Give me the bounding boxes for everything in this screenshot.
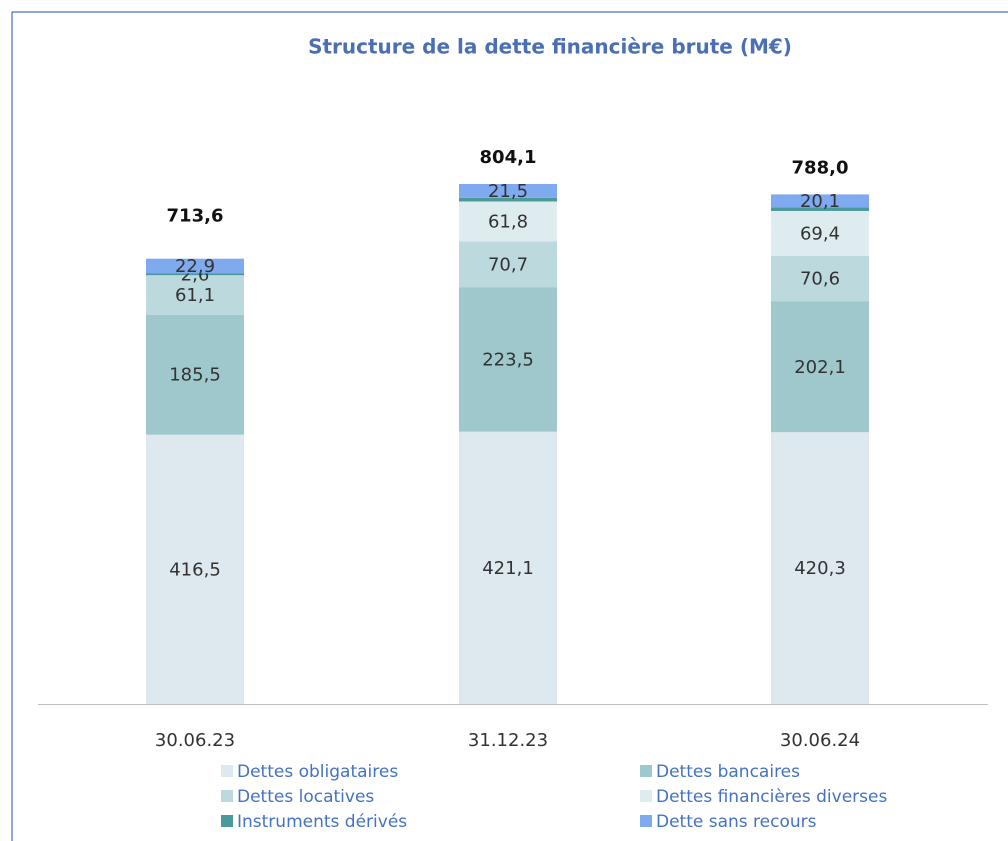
bar-segment [146, 258, 244, 274]
legend-label: Dette sans recours [656, 812, 817, 832]
bar-segment [771, 194, 869, 208]
bar-segment [771, 255, 869, 302]
legend-label: Dettes bancaires [656, 762, 800, 782]
bar-segment [771, 207, 869, 211]
data-label: 420,3 [794, 558, 846, 579]
bar-segment [459, 201, 557, 242]
data-label: 61,1 [175, 285, 215, 306]
x-tick-label: 31.12.23 [468, 730, 548, 751]
bar-segment [146, 273, 244, 276]
legend-swatch [221, 765, 233, 777]
legend-swatch [640, 790, 652, 802]
bar-segment [459, 241, 557, 288]
data-label: 21,5 [488, 181, 528, 202]
bar-segment [771, 301, 869, 433]
bar-segment [459, 197, 557, 202]
legend-swatch [640, 765, 652, 777]
data-label: 61,8 [488, 211, 528, 232]
data-label: 69,4 [800, 223, 840, 244]
data-label: 22,9 [175, 256, 215, 277]
chart-title: Structure de la dette financière brute (… [308, 35, 792, 59]
bar-segment [146, 314, 244, 435]
bar-segment [459, 287, 557, 432]
legend-label: Dettes obligataires [237, 762, 398, 782]
data-label: 70,7 [488, 254, 528, 275]
bar-segment [771, 210, 869, 256]
total-label: 788,0 [792, 157, 849, 178]
bar-segment [459, 184, 557, 198]
legend-swatch [221, 790, 233, 802]
data-label: 70,6 [800, 269, 840, 290]
legend-label: Dettes financières diverses [656, 787, 887, 807]
legend-swatch [221, 815, 233, 827]
total-label: 713,6 [167, 206, 224, 227]
legend-label: Instruments dérivés [237, 812, 407, 832]
legend-label: Dettes locatives [237, 787, 374, 807]
total-label: 804,1 [480, 147, 537, 168]
x-tick-label: 30.06.24 [780, 730, 860, 751]
bar-segment [146, 434, 244, 704]
data-label: 421,1 [482, 558, 534, 579]
bar-segment [146, 275, 244, 315]
data-label: 202,1 [794, 357, 846, 378]
x-tick-label: 30.06.23 [155, 730, 235, 751]
bar-segment [771, 432, 869, 704]
data-label: 20,1 [800, 191, 840, 212]
data-label: 416,5 [169, 559, 221, 580]
legend-swatch [640, 815, 652, 827]
bar-segment [459, 431, 557, 704]
data-label: 223,5 [482, 349, 534, 370]
data-label: 185,5 [169, 365, 221, 386]
